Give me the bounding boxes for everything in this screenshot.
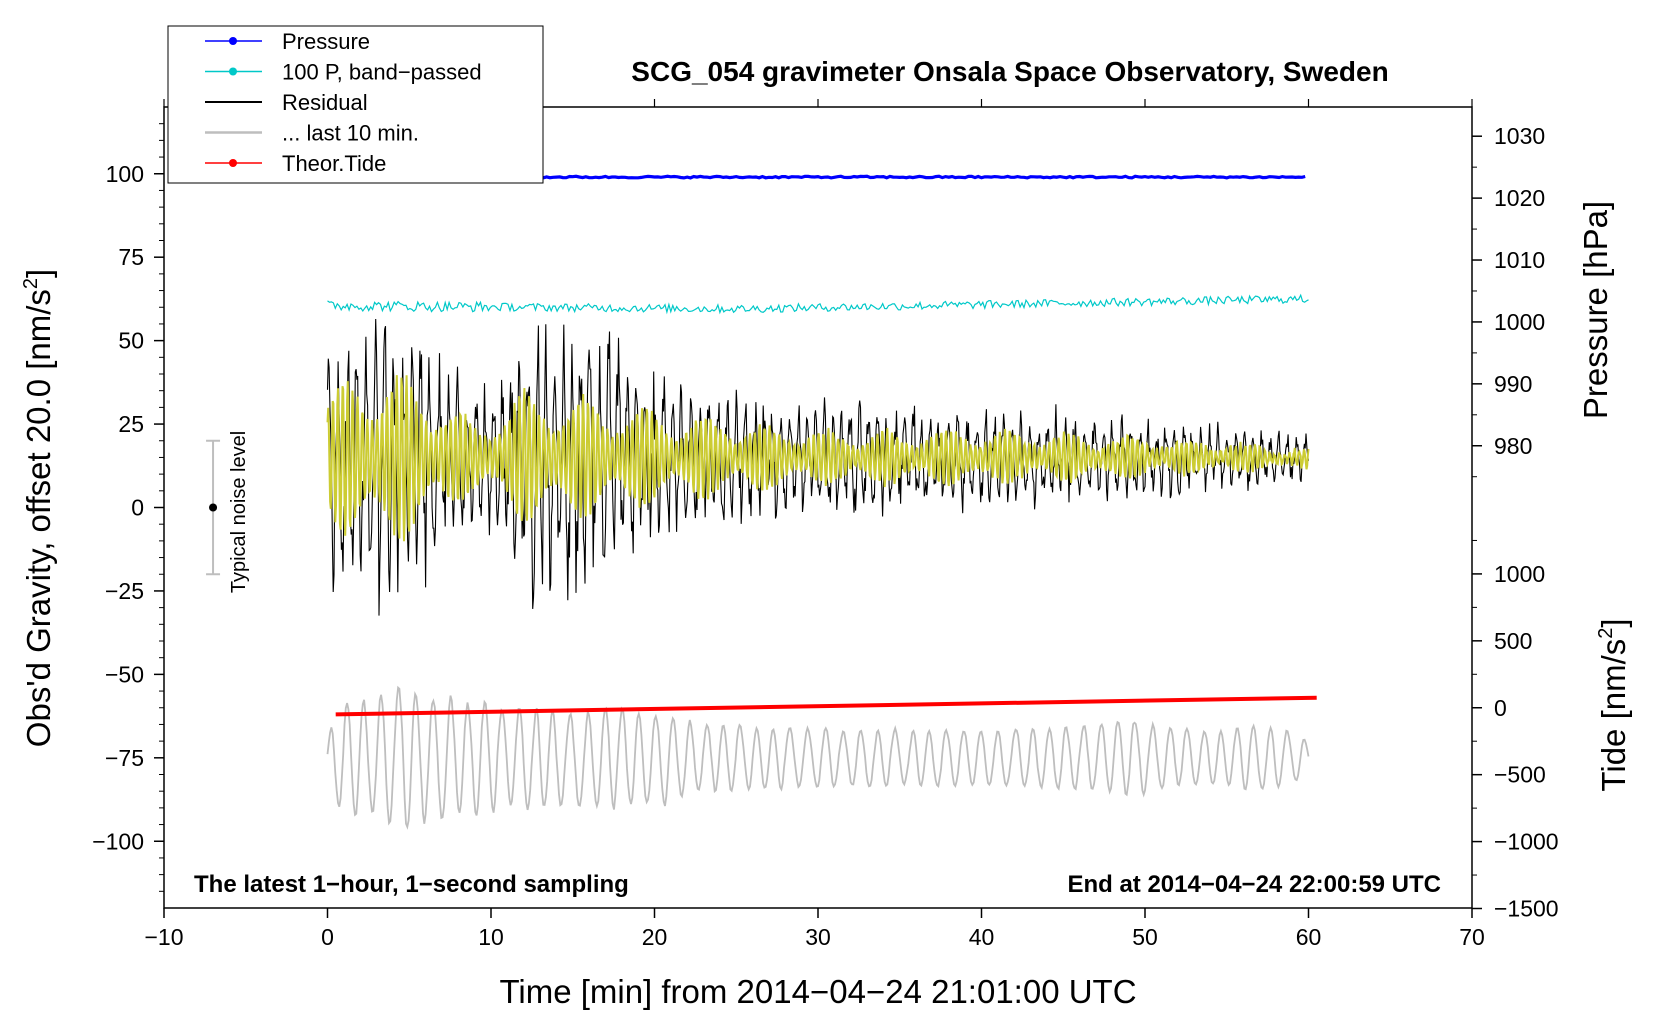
y-axis-label-prefix: Obs'd Gravity, offset 20.0 [nm/s xyxy=(20,289,57,747)
noise-bar-center xyxy=(209,503,218,512)
ticks-layer: −10 0 10 20 30 40 50 60 701007550250−25−50−75−10… xyxy=(92,99,1559,950)
tide-axis-label-prefix: Tide [nm/s xyxy=(1595,639,1632,792)
noise-level-label: Typical noise level xyxy=(228,431,250,593)
tide-tick-label: −500 xyxy=(1494,762,1546,788)
x-tick-label: 50 xyxy=(1132,924,1158,950)
tide-tick-label: 500 xyxy=(1494,628,1532,654)
legend-label: Theor.Tide xyxy=(282,151,386,176)
series-layer xyxy=(326,174,1317,830)
tide-axis-label-suffix: ] xyxy=(1595,618,1632,627)
tide-tick-label: −1500 xyxy=(1494,896,1559,922)
y-tick-label: −50 xyxy=(105,661,144,687)
note-left: The latest 1−hour, 1−second sampling xyxy=(194,871,629,898)
y-tick-label: −75 xyxy=(105,745,144,771)
legend-label: 100 P, band−passed xyxy=(282,60,482,85)
pressure-tick-label: 1020 xyxy=(1494,185,1545,211)
tide-axis-label: Tide [nm/s2] xyxy=(1595,618,1632,791)
x-axis-label: Time [min] from 2014−04−24 21:01:00 UTC xyxy=(499,973,1136,1010)
y-tick-label: 50 xyxy=(118,328,144,354)
tide-tick-label: 1000 xyxy=(1494,561,1545,587)
series-last-10-min xyxy=(326,685,1310,830)
legend-label: Residual xyxy=(282,90,368,115)
y-tick-label: −25 xyxy=(105,578,144,604)
y-axis-label-sup: 2 xyxy=(20,278,42,289)
note-right: End at 2014−04−24 22:00:59 UTC xyxy=(1067,871,1441,898)
chart-title: SCG_054 gravimeter Onsala Space Observat… xyxy=(631,56,1388,87)
legend-marker xyxy=(229,67,237,76)
tide-axis-label-sup: 2 xyxy=(1595,628,1617,639)
x-tick-label: 0 xyxy=(321,924,334,950)
x-tick-label: −10 xyxy=(144,924,183,950)
pressure-tick-label: 990 xyxy=(1494,371,1532,397)
series-pressure-bandpassed xyxy=(327,293,1309,315)
y-tick-label: 100 xyxy=(106,161,144,187)
tide-tick-label: 0 xyxy=(1494,695,1507,721)
x-tick-label: 70 xyxy=(1459,924,1485,950)
pressure-tick-label: 1010 xyxy=(1494,247,1545,273)
tide-tick-label: −1000 xyxy=(1494,829,1559,855)
series-theor-tide xyxy=(335,695,1317,717)
x-tick-label: 60 xyxy=(1296,924,1322,950)
y-tick-label: 0 xyxy=(131,495,144,521)
legend-marker xyxy=(229,37,237,45)
series-residual xyxy=(326,318,1310,616)
legend-marker xyxy=(229,159,237,167)
legend-label: Pressure xyxy=(282,29,370,54)
pressure-axis-label: Pressure [hPa] xyxy=(1577,201,1614,419)
y-axis-label-suffix: ] xyxy=(20,269,57,278)
y-axis-label: Obs'd Gravity, offset 20.0 [nm/s2] xyxy=(20,269,57,747)
x-tick-label: 40 xyxy=(969,924,995,950)
x-tick-label: 10 xyxy=(478,924,504,950)
noise-bar xyxy=(206,439,221,576)
legend-label: ... last 10 min. xyxy=(282,121,419,146)
x-tick-label: 30 xyxy=(805,924,831,950)
y-tick-label: 25 xyxy=(118,411,144,437)
x-tick-label: 20 xyxy=(642,924,668,950)
series-residual-filtered xyxy=(326,375,1310,542)
pressure-tick-label: 980 xyxy=(1494,433,1532,459)
legend-box xyxy=(167,25,544,184)
y-tick-label: 75 xyxy=(118,244,144,270)
plot-frame xyxy=(163,106,1473,909)
pressure-tick-label: 1000 xyxy=(1494,309,1545,335)
pressure-tick-label: 1030 xyxy=(1494,123,1545,149)
y-tick-label: −100 xyxy=(92,828,144,854)
legend: Pressure 100 P, band−passed Residual ... la… xyxy=(205,29,482,176)
